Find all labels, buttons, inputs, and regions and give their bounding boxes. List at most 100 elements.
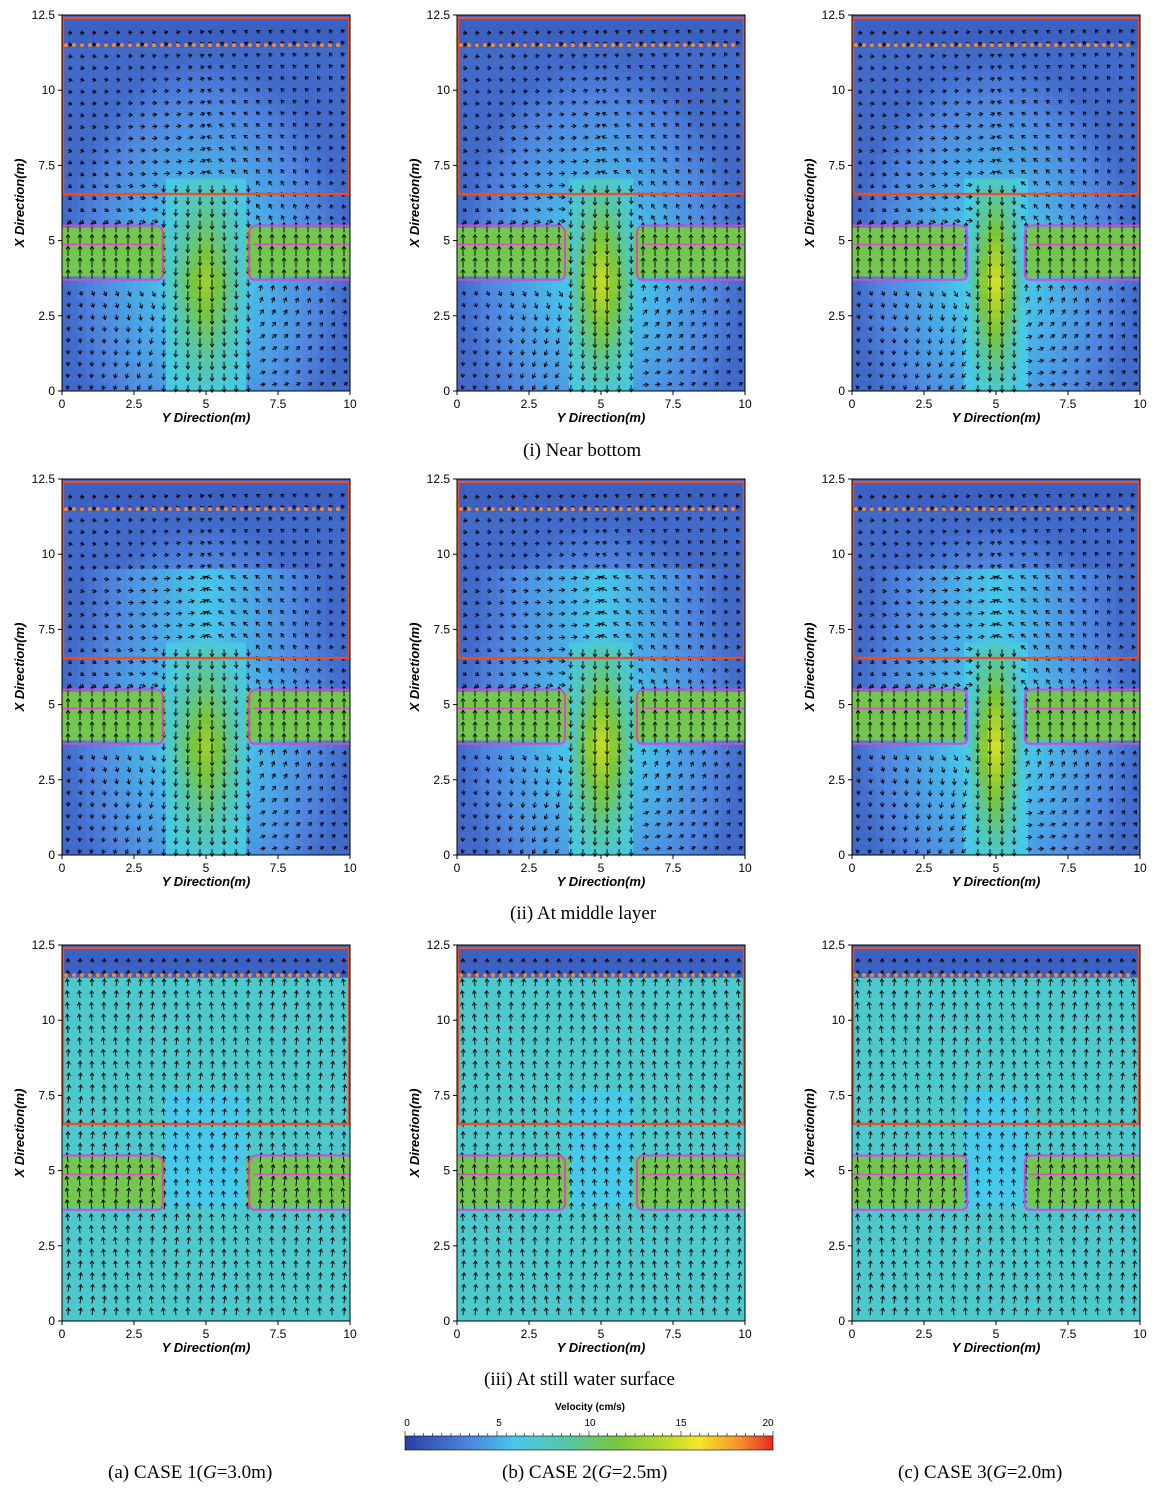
velocity-cell <box>721 260 729 269</box>
velocity-cell <box>705 293 713 302</box>
velocity-cell <box>246 170 254 179</box>
velocity-cell <box>649 15 657 24</box>
velocity-cell <box>465 383 473 392</box>
velocity-cell <box>625 113 633 122</box>
y-tick-label: 5 <box>48 234 55 248</box>
velocity-cell <box>86 48 94 57</box>
velocity-cell <box>601 317 609 326</box>
velocity-cell <box>505 228 513 237</box>
velocity-cell <box>270 80 278 89</box>
velocity-cell <box>609 56 617 65</box>
velocity-cell <box>198 301 206 310</box>
velocity-cell <box>505 56 513 65</box>
velocity-cell <box>246 178 254 187</box>
velocity-cell <box>70 154 78 163</box>
velocity-cell <box>489 252 497 261</box>
velocity-cell <box>78 146 86 155</box>
velocity-cell <box>230 309 238 318</box>
velocity-cell <box>158 89 166 98</box>
velocity-cell <box>142 260 150 269</box>
velocity-cell <box>609 317 617 326</box>
velocity-cell <box>641 285 649 294</box>
velocity-cell <box>190 23 198 32</box>
velocity-cell <box>158 334 166 343</box>
velocity-cell <box>222 334 230 343</box>
velocity-cell <box>721 56 729 65</box>
velocity-cell <box>222 138 230 147</box>
velocity-cell <box>617 252 625 261</box>
velocity-cell <box>310 309 318 318</box>
velocity-cell <box>465 342 473 351</box>
velocity-cell <box>705 129 713 138</box>
velocity-cell <box>126 80 134 89</box>
velocity-cell <box>94 301 102 310</box>
velocity-cell <box>134 277 142 286</box>
velocity-cell <box>481 113 489 122</box>
velocity-cell <box>481 56 489 65</box>
velocity-cell <box>617 15 625 24</box>
velocity-cell <box>286 350 294 359</box>
velocity-cell <box>473 268 481 277</box>
velocity-cell <box>729 309 737 318</box>
velocity-cell <box>254 72 262 81</box>
velocity-cell <box>593 211 601 220</box>
velocity-cell <box>489 358 497 367</box>
velocity-cell <box>705 113 713 122</box>
x-tick-label: 7.5 <box>270 397 287 411</box>
velocity-cell <box>609 195 617 204</box>
velocity-cell <box>577 162 585 171</box>
velocity-cell <box>286 236 294 245</box>
velocity-cell <box>681 285 689 294</box>
velocity-cell <box>86 211 94 220</box>
velocity-cell <box>737 350 745 359</box>
velocity-cell <box>174 252 182 261</box>
velocity-cell <box>270 326 278 335</box>
velocity-cell <box>230 170 238 179</box>
velocity-cell <box>222 236 230 245</box>
velocity-cell <box>190 80 198 89</box>
velocity-cell <box>729 195 737 204</box>
velocity-cell <box>190 219 198 228</box>
velocity-cell <box>222 105 230 114</box>
velocity-cell <box>649 350 657 359</box>
velocity-cell <box>513 211 521 220</box>
velocity-cell <box>126 366 134 375</box>
y-tick-label: 2.5 <box>38 309 55 323</box>
velocity-cell <box>617 162 625 171</box>
velocity-cell <box>158 170 166 179</box>
velocity-cell <box>278 301 286 310</box>
velocity-cell <box>641 350 649 359</box>
velocity-cell <box>150 23 158 32</box>
velocity-cell <box>158 56 166 65</box>
velocity-cell <box>102 178 110 187</box>
velocity-cell <box>577 15 585 24</box>
velocity-cell <box>569 138 577 147</box>
velocity-cell <box>545 383 553 392</box>
velocity-cell <box>70 375 78 384</box>
velocity-cell <box>729 375 737 384</box>
velocity-cell <box>617 48 625 57</box>
velocity-cell <box>729 121 737 130</box>
velocity-cell <box>214 383 222 392</box>
velocity-cell <box>230 203 238 212</box>
velocity-cell <box>134 97 142 106</box>
velocity-cell <box>497 277 505 286</box>
velocity-cell <box>489 317 497 326</box>
velocity-cell <box>641 268 649 277</box>
velocity-cell <box>134 113 142 122</box>
velocity-cell <box>270 15 278 24</box>
velocity-cell <box>633 56 641 65</box>
velocity-cell <box>190 195 198 204</box>
velocity-cell <box>505 211 513 220</box>
velocity-cell <box>214 228 222 237</box>
velocity-cell <box>326 277 334 286</box>
velocity-cell <box>278 358 286 367</box>
velocity-cell <box>94 285 102 294</box>
velocity-cell <box>182 178 190 187</box>
velocity-cell <box>150 375 158 384</box>
velocity-cell <box>665 138 673 147</box>
velocity-cell <box>625 15 633 24</box>
velocity-cell <box>246 48 254 57</box>
velocity-cell <box>190 277 198 286</box>
velocity-cell <box>545 154 553 163</box>
